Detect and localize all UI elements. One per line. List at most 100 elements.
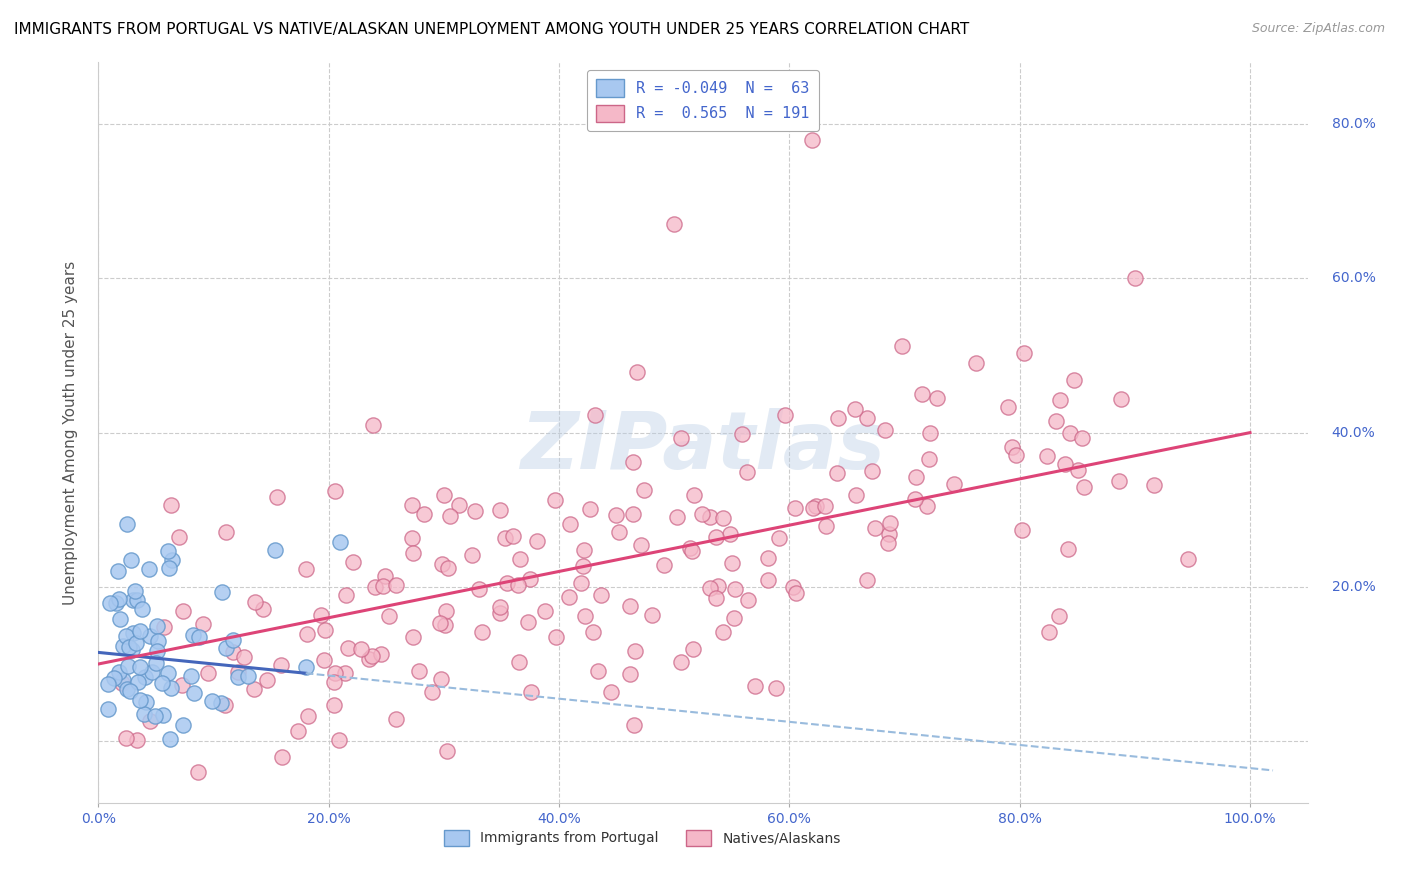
Point — [413, 507, 436, 521]
Point — [125, 636, 148, 650]
Point — [619, 666, 641, 681]
Point — [997, 400, 1019, 414]
Point — [1143, 478, 1166, 492]
Point — [723, 582, 745, 597]
Point — [621, 507, 644, 521]
Point — [370, 647, 392, 661]
Point — [378, 609, 401, 624]
Point — [360, 649, 382, 664]
Point — [384, 712, 406, 726]
Point — [572, 559, 595, 574]
Point — [815, 518, 838, 533]
Point — [108, 592, 131, 607]
Point — [111, 640, 134, 654]
Point — [364, 580, 387, 594]
Point — [801, 501, 824, 516]
Text: 80.0%: 80.0% — [1331, 117, 1375, 131]
Point — [737, 465, 759, 479]
Point — [401, 498, 423, 512]
Point — [943, 477, 966, 491]
Point — [242, 682, 264, 697]
Point — [711, 510, 734, 524]
Point — [664, 218, 686, 232]
Point — [910, 387, 932, 401]
Point — [120, 553, 142, 567]
Point — [1001, 440, 1024, 454]
Point — [877, 527, 900, 541]
Point — [226, 665, 249, 679]
Point — [266, 490, 288, 504]
Point — [138, 561, 160, 575]
Point — [605, 508, 627, 523]
Point — [582, 625, 605, 640]
Point — [108, 665, 131, 680]
Point — [429, 616, 451, 631]
Point — [104, 596, 127, 610]
Point — [97, 677, 120, 691]
Point — [420, 685, 443, 699]
Point — [145, 709, 167, 723]
Point — [439, 509, 461, 524]
Point — [402, 546, 425, 560]
Point — [1045, 414, 1067, 428]
Point — [918, 425, 941, 440]
Point — [152, 707, 174, 722]
Point — [146, 644, 169, 658]
Text: Source: ZipAtlas.com: Source: ZipAtlas.com — [1251, 22, 1385, 36]
Point — [534, 604, 557, 618]
Point — [855, 411, 877, 425]
Point — [905, 470, 928, 484]
Point — [145, 656, 167, 670]
Point — [110, 612, 132, 626]
Point — [731, 427, 754, 442]
Point — [633, 483, 655, 497]
Point — [297, 627, 319, 641]
Point — [865, 521, 887, 535]
Text: 40.0%: 40.0% — [1331, 425, 1375, 440]
Point — [806, 500, 828, 514]
Point — [111, 673, 134, 688]
Point — [294, 562, 316, 576]
Point — [1177, 551, 1199, 566]
Point — [139, 629, 162, 643]
Point — [737, 592, 759, 607]
Point — [825, 466, 848, 480]
Point — [583, 408, 606, 422]
Point — [115, 731, 138, 746]
Point — [374, 568, 396, 582]
Point — [436, 744, 458, 758]
Point — [323, 666, 346, 681]
Point — [827, 411, 849, 425]
Point — [782, 581, 804, 595]
Point — [502, 529, 524, 543]
Point — [181, 628, 204, 642]
Point — [683, 488, 706, 502]
Point — [707, 579, 730, 593]
Point — [572, 543, 595, 558]
Point — [359, 652, 381, 666]
Point — [122, 625, 145, 640]
Point — [193, 617, 215, 632]
Point — [678, 541, 700, 555]
Point — [167, 530, 190, 544]
Point — [214, 698, 236, 713]
Point — [201, 693, 224, 707]
Point — [621, 455, 644, 469]
Point — [925, 392, 948, 406]
Text: ZIPatlas: ZIPatlas — [520, 409, 886, 486]
Point — [408, 665, 430, 679]
Point — [544, 492, 567, 507]
Point — [160, 553, 183, 567]
Point — [844, 402, 866, 417]
Point — [329, 534, 352, 549]
Point — [1067, 463, 1090, 477]
Point — [630, 538, 652, 552]
Point — [1035, 449, 1057, 463]
Point — [221, 632, 243, 647]
Point — [215, 641, 238, 656]
Point — [209, 696, 232, 710]
Point — [464, 503, 486, 517]
Point — [669, 655, 692, 669]
Point — [159, 732, 181, 747]
Point — [519, 572, 541, 586]
